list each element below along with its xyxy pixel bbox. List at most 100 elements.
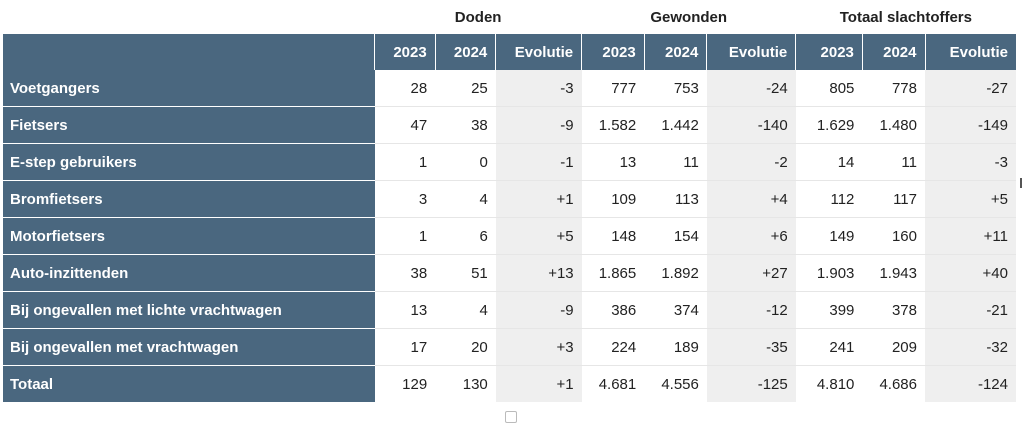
cell-gewonden-2024: 189 bbox=[644, 328, 707, 366]
cell-gewonden-evolutie: -24 bbox=[706, 70, 796, 107]
cell-totaal-evolutie: +5 bbox=[925, 180, 1016, 218]
cell-gewonden-2023: 148 bbox=[581, 217, 645, 255]
row-label: Bij ongevallen met lichte vrachtwagen bbox=[3, 291, 375, 329]
cell-gewonden-2023: 777 bbox=[581, 70, 645, 107]
row-label: Auto-inzittenden bbox=[3, 254, 375, 292]
group-header-empty bbox=[3, 0, 375, 34]
cell-gewonden-2024: 113 bbox=[644, 180, 707, 218]
cell-totaal-evolutie: -32 bbox=[925, 328, 1016, 366]
sub-header-doden-2023: 2023 bbox=[374, 34, 436, 70]
row-label: Bij ongevallen met vrachtwagen bbox=[3, 328, 375, 366]
sub-header-label-column bbox=[3, 34, 376, 70]
cell-totaal-2023: 112 bbox=[795, 180, 863, 218]
cell-doden-evolutie: -3 bbox=[495, 70, 582, 107]
cell-doden-evolutie: -9 bbox=[495, 106, 582, 144]
victims-table-container: Doden Gewonden Totaal slachtoffers 2023 … bbox=[3, 0, 1016, 402]
cell-gewonden-evolutie: +27 bbox=[706, 254, 796, 292]
cell-totaal-2024: 378 bbox=[862, 291, 925, 329]
cell-doden-evolutie: +1 bbox=[495, 180, 582, 218]
cell-totaal-2024: 117 bbox=[862, 180, 925, 218]
cell-doden-2023: 129 bbox=[374, 365, 436, 402]
table-row: E-step gebruikers 1 0 -1 13 11 -2 14 11 -3 bbox=[3, 143, 1016, 181]
cell-gewonden-evolutie: +6 bbox=[706, 217, 796, 255]
row-label: E-step gebruikers bbox=[3, 143, 375, 181]
cell-doden-evolutie: -9 bbox=[495, 291, 582, 329]
cell-totaal-2023: 241 bbox=[795, 328, 863, 366]
sub-header-gewonden-2024: 2024 bbox=[644, 34, 708, 70]
cell-gewonden-2024: 4.556 bbox=[644, 365, 707, 402]
cell-totaal-2023: 805 bbox=[795, 70, 863, 107]
cell-doden-2024: 4 bbox=[435, 180, 496, 218]
cell-doden-2023: 17 bbox=[374, 328, 436, 366]
group-header-totaal: Totaal slachtoffers bbox=[795, 0, 1016, 34]
table-row: Motorfietsers 1 6 +5 148 154 +6 149 160 +11 bbox=[3, 217, 1016, 255]
cell-gewonden-evolutie: -12 bbox=[706, 291, 796, 329]
sub-header-gewonden-evolutie: Evolutie bbox=[706, 34, 797, 70]
cell-gewonden-2023: 109 bbox=[581, 180, 645, 218]
cell-doden-evolutie: +13 bbox=[495, 254, 582, 292]
cell-doden-2023: 47 bbox=[374, 106, 436, 144]
cell-doden-2024: 51 bbox=[435, 254, 496, 292]
table-body: Voetgangers 28 25 -3 777 753 -24 805 778 -27 Fiets… bbox=[3, 70, 1016, 402]
cell-totaal-2024: 209 bbox=[862, 328, 925, 366]
table-row: Auto-inzittenden 38 51 +13 1.865 1.892 +27 1.90… bbox=[3, 254, 1016, 292]
scroll-indicator bbox=[505, 411, 517, 423]
row-label: Voetgangers bbox=[3, 70, 375, 107]
cell-doden-evolutie: +5 bbox=[495, 217, 582, 255]
cell-totaal-2023: 14 bbox=[795, 143, 863, 181]
table-row: Bij ongevallen met lichte vrachtwagen 13 4… bbox=[3, 291, 1016, 329]
cell-doden-evolutie: -1 bbox=[495, 143, 582, 181]
table-row: Totaal 129 130 +1 4.681 4.556 -125 4.810 4.686 -1… bbox=[3, 365, 1016, 402]
cell-gewonden-2024: 11 bbox=[644, 143, 707, 181]
table-row: Bromfietsers 3 4 +1 109 113 +4 112 117 +5 bbox=[3, 180, 1016, 218]
row-label: Motorfietsers bbox=[3, 217, 375, 255]
cell-gewonden-2023: 1.865 bbox=[581, 254, 645, 292]
cell-totaal-evolutie: -27 bbox=[925, 70, 1016, 107]
cell-totaal-evolutie: -149 bbox=[925, 106, 1016, 144]
cell-gewonden-evolutie: -140 bbox=[706, 106, 796, 144]
cell-gewonden-2024: 154 bbox=[644, 217, 707, 255]
group-header-gewonden: Gewonden bbox=[581, 0, 796, 34]
cell-doden-2024: 20 bbox=[435, 328, 496, 366]
sub-header-gewonden-2023: 2023 bbox=[581, 34, 645, 70]
cell-doden-2023: 1 bbox=[374, 217, 436, 255]
cell-gewonden-2023: 224 bbox=[581, 328, 645, 366]
cell-gewonden-2024: 374 bbox=[644, 291, 707, 329]
sub-header-totaal-evolutie: Evolutie bbox=[925, 34, 1016, 70]
cell-totaal-2023: 399 bbox=[795, 291, 863, 329]
table-row: Bij ongevallen met vrachtwagen 17 20 +3 224 1… bbox=[3, 328, 1016, 366]
cell-gewonden-evolutie: -2 bbox=[706, 143, 796, 181]
row-label: Totaal bbox=[3, 365, 375, 402]
sub-header-row: 2023 2024 Evolutie 2023 2024 Evolutie 20… bbox=[3, 34, 1016, 70]
cell-doden-2024: 38 bbox=[435, 106, 496, 144]
sub-header-doden-evolutie: Evolutie bbox=[495, 34, 583, 70]
cell-doden-2024: 25 bbox=[435, 70, 496, 107]
cell-totaal-evolutie: +11 bbox=[925, 217, 1016, 255]
cell-totaal-2023: 1.903 bbox=[795, 254, 863, 292]
cell-doden-2023: 13 bbox=[374, 291, 436, 329]
cell-gewonden-evolutie: -35 bbox=[706, 328, 796, 366]
cell-gewonden-2024: 1.442 bbox=[644, 106, 707, 144]
cell-doden-evolutie: +3 bbox=[495, 328, 582, 366]
group-header-row: Doden Gewonden Totaal slachtoffers bbox=[3, 0, 1016, 34]
cell-gewonden-2024: 1.892 bbox=[644, 254, 707, 292]
cell-totaal-2024: 11 bbox=[862, 143, 925, 181]
cell-gewonden-2023: 1.582 bbox=[581, 106, 645, 144]
cell-totaal-evolutie: +40 bbox=[925, 254, 1016, 292]
group-header-doden: Doden bbox=[374, 0, 582, 34]
cell-gewonden-2023: 13 bbox=[581, 143, 645, 181]
cell-gewonden-evolutie: -125 bbox=[706, 365, 796, 402]
cell-totaal-evolutie: -3 bbox=[925, 143, 1016, 181]
cell-totaal-evolutie: -124 bbox=[925, 365, 1016, 402]
cell-totaal-2023: 1.629 bbox=[795, 106, 863, 144]
table-row: Voetgangers 28 25 -3 777 753 -24 805 778 -27 bbox=[3, 70, 1016, 107]
victims-table: Doden Gewonden Totaal slachtoffers 2023 … bbox=[3, 0, 1016, 402]
cell-doden-2023: 3 bbox=[374, 180, 436, 218]
cell-doden-2024: 130 bbox=[435, 365, 496, 402]
cell-totaal-2024: 1.480 bbox=[862, 106, 925, 144]
sub-header-doden-2024: 2024 bbox=[435, 34, 497, 70]
cell-doden-2023: 28 bbox=[374, 70, 436, 107]
sub-header-totaal-2024: 2024 bbox=[862, 34, 926, 70]
cell-totaal-2024: 778 bbox=[862, 70, 925, 107]
cell-doden-2024: 4 bbox=[435, 291, 496, 329]
